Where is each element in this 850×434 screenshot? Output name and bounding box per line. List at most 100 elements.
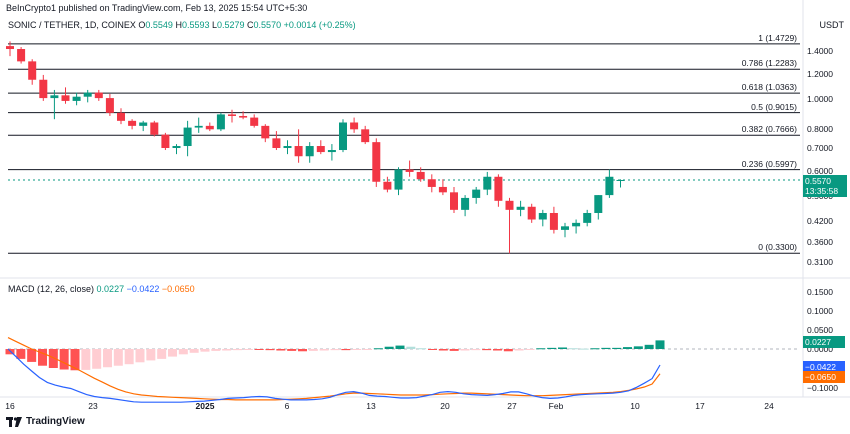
candle-body[interactable] bbox=[50, 95, 59, 99]
candle-body[interactable] bbox=[494, 176, 503, 201]
candle-body[interactable] bbox=[150, 122, 159, 135]
histogram-bar bbox=[514, 349, 524, 351]
candle-body[interactable] bbox=[605, 176, 614, 196]
histogram-bar bbox=[363, 349, 372, 350]
candle-body[interactable] bbox=[549, 212, 558, 230]
histogram-bar bbox=[547, 347, 557, 349]
change-value: +0.0014 (+0.25%) bbox=[283, 20, 356, 30]
histogram-bar bbox=[536, 348, 546, 350]
candle-body[interactable] bbox=[128, 120, 137, 126]
histogram-bar bbox=[644, 344, 654, 349]
price-axis[interactable]: 1.4000 1.2000 1.0000 0.8000 0.7000 0.600… bbox=[803, 0, 850, 278]
candle-body[interactable] bbox=[228, 114, 236, 116]
histogram-bar bbox=[428, 349, 437, 350]
histogram-bar bbox=[406, 346, 416, 349]
candle-body[interactable] bbox=[294, 146, 303, 157]
candle-body[interactable] bbox=[305, 146, 314, 157]
candle-body[interactable] bbox=[516, 206, 525, 210]
histogram-bar bbox=[525, 349, 535, 350]
candle-body[interactable] bbox=[183, 127, 192, 147]
candle-body[interactable] bbox=[261, 125, 270, 139]
histogram-bar bbox=[211, 349, 221, 351]
candle-body[interactable] bbox=[327, 150, 336, 153]
candle-body[interactable] bbox=[72, 96, 81, 101]
symbol-name[interactable]: SONIC / TETHER, 1D, COINEX bbox=[8, 20, 136, 30]
histogram-bar bbox=[330, 349, 340, 351]
macd-signal-tag: −0.0650 bbox=[803, 371, 845, 383]
histogram-bar bbox=[352, 349, 362, 350]
macd-axis[interactable]: 0.1500 0.1000 0.0500 0.0000 −0.1000 bbox=[803, 278, 850, 397]
candle-body[interactable] bbox=[105, 98, 114, 113]
candle-body[interactable] bbox=[94, 92, 103, 99]
histogram-bar bbox=[493, 349, 502, 351]
candle-body[interactable] bbox=[383, 181, 392, 190]
candle-body[interactable] bbox=[594, 195, 603, 213]
macd-line[interactable] bbox=[7, 348, 661, 403]
histogram-bar bbox=[38, 349, 47, 366]
candle-body[interactable] bbox=[117, 112, 125, 121]
candle-body[interactable] bbox=[405, 169, 414, 172]
histogram-bar bbox=[601, 347, 611, 349]
candle-body[interactable] bbox=[6, 46, 14, 50]
candle-body[interactable] bbox=[161, 134, 170, 149]
candle-body[interactable] bbox=[316, 146, 325, 153]
histogram-bar bbox=[189, 349, 199, 353]
candle-body[interactable] bbox=[472, 189, 481, 198]
candle-body[interactable] bbox=[438, 186, 447, 193]
candle-body[interactable] bbox=[505, 200, 514, 210]
price-tick: 1.4000 bbox=[807, 46, 833, 56]
histogram-bar bbox=[633, 346, 643, 349]
candle-body[interactable] bbox=[216, 114, 225, 130]
histogram-bar bbox=[222, 349, 232, 351]
candle-body[interactable] bbox=[394, 169, 403, 190]
candle-body[interactable] bbox=[139, 122, 148, 126]
candle-body[interactable] bbox=[17, 49, 26, 62]
candlestick-series[interactable] bbox=[6, 41, 625, 254]
macd-signal-line[interactable] bbox=[7, 337, 661, 401]
candle-body[interactable] bbox=[239, 115, 248, 118]
candle-body[interactable] bbox=[561, 226, 569, 230]
histogram-bar bbox=[276, 349, 286, 351]
macd-hist-value: 0.0227 bbox=[96, 284, 125, 294]
candle-body[interactable] bbox=[361, 129, 370, 143]
low-value: 0.5279 bbox=[217, 20, 245, 30]
candle-body[interactable] bbox=[427, 179, 436, 187]
tradingview-logo-icon bbox=[6, 416, 22, 427]
candle-body[interactable] bbox=[583, 212, 592, 223]
histogram-bar bbox=[558, 347, 567, 349]
candle-body[interactable] bbox=[83, 92, 92, 97]
candle-body[interactable] bbox=[450, 192, 458, 210]
bar-countdown: 13:35:58 bbox=[805, 186, 839, 196]
fib-retracement[interactable] bbox=[8, 43, 800, 254]
candle-body[interactable] bbox=[172, 146, 181, 149]
high-value: 0.5593 bbox=[181, 20, 210, 30]
candle-body[interactable] bbox=[250, 117, 259, 126]
candle-body[interactable] bbox=[416, 171, 425, 180]
candle-body[interactable] bbox=[194, 125, 203, 128]
price-tick: 0.3600 bbox=[807, 237, 833, 247]
candle-body[interactable] bbox=[527, 206, 536, 220]
macd-legend[interactable]: MACD (12, 26, close) 0.0227 −0.0422 −0.0… bbox=[8, 284, 195, 294]
candle-body[interactable] bbox=[61, 95, 70, 101]
candle-body[interactable] bbox=[483, 176, 492, 190]
candle-body[interactable] bbox=[28, 61, 37, 80]
candle-body[interactable] bbox=[272, 138, 281, 149]
candle-body[interactable] bbox=[372, 142, 381, 182]
candle-body[interactable] bbox=[283, 146, 292, 149]
candle-body[interactable] bbox=[39, 79, 48, 99]
quote-currency[interactable]: USDT bbox=[819, 20, 845, 30]
candle-body[interactable] bbox=[461, 197, 470, 210]
footer-brand[interactable]: TradingView bbox=[6, 416, 85, 427]
macd-histogram[interactable] bbox=[5, 340, 665, 371]
candle-body[interactable] bbox=[572, 222, 581, 227]
candle-body[interactable] bbox=[616, 179, 625, 181]
candle-body[interactable] bbox=[350, 122, 359, 130]
histogram-bar bbox=[568, 348, 578, 350]
candle-body[interactable] bbox=[538, 212, 547, 220]
candle-body[interactable] bbox=[339, 122, 347, 151]
histogram-bar bbox=[623, 347, 632, 349]
histogram-bar bbox=[298, 349, 307, 352]
candle-body[interactable] bbox=[205, 125, 214, 130]
histogram-bar bbox=[81, 349, 91, 370]
